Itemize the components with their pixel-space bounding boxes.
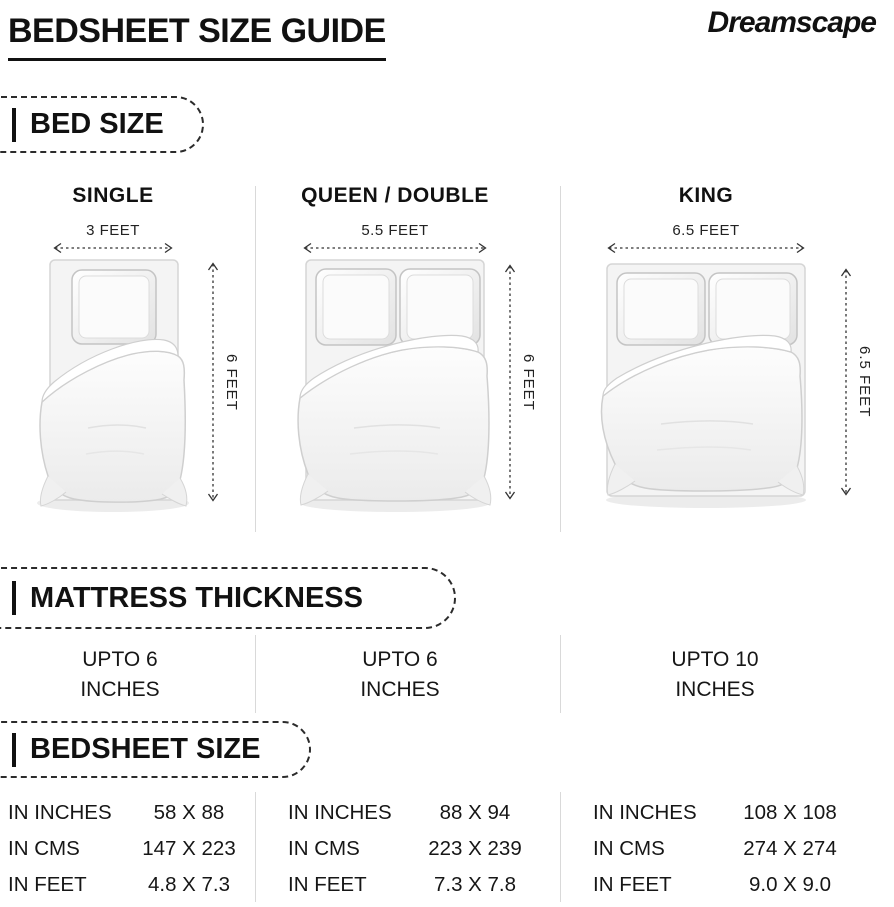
column-divider (560, 635, 561, 713)
row-label: IN FEET (593, 873, 672, 896)
accent-bar (12, 107, 16, 142)
bed-width-label: 3 FEET (86, 222, 140, 239)
height-dimension-single: 6 FEET (206, 256, 240, 508)
table-row: IN FEET 9.0 X 9.0 (593, 867, 865, 903)
width-dimension-arrow (303, 242, 487, 254)
accent-bar (12, 732, 16, 767)
width-dimension-arrow (607, 242, 805, 254)
height-dimension-arrow (504, 264, 516, 500)
column-divider (560, 186, 561, 532)
row-label: IN CMS (288, 837, 360, 860)
row-value: 108 X 108 (743, 801, 837, 824)
table-row: IN CMS 147 X 223 (8, 831, 248, 867)
bed-column-single: SINGLE 3 FEET (28, 184, 198, 514)
bed-column-king: KING 6.5 FEET (595, 184, 817, 510)
row-value: 9.0 X 9.0 (748, 873, 832, 896)
height-dimension-king: 6.5 FEET (839, 262, 873, 502)
bed-height-label: 6 FEET (223, 353, 240, 411)
table-row: IN FEET 4.8 X 7.3 (8, 867, 248, 903)
row-value: 223 X 239 (428, 837, 522, 860)
table-row: IN CMS 274 X 274 (593, 831, 865, 867)
row-label: IN CMS (593, 837, 665, 860)
table-row: IN FEET 7.3 X 7.8 (288, 867, 540, 903)
thickness-value-single: UPTO 6 INCHES (80, 648, 160, 701)
bed-width-label: 6.5 FEET (672, 222, 740, 239)
row-label: IN CMS (8, 837, 80, 860)
row-value: 4.8 X 7.3 (147, 873, 231, 896)
bed-name: QUEEN / DOUBLE (301, 184, 489, 207)
column-divider (255, 186, 256, 532)
queen-bed-illustration (297, 259, 492, 512)
table-row: IN INCHES 108 X 108 (593, 795, 865, 831)
bed-height-label: 6 FEET (520, 353, 537, 411)
section-header-mattress-thickness: MATTRESS THICKNESS (0, 567, 456, 629)
bed-width-label: 5.5 FEET (361, 222, 429, 239)
row-value: 88 X 94 (439, 801, 511, 824)
table-row: IN INCHES 58 X 88 (8, 795, 248, 831)
sheet-size-table-queen: IN INCHES 88 X 94 IN CMS 223 X 239 IN FE… (288, 795, 540, 903)
bed-name: KING (678, 184, 734, 207)
accent-bar (12, 581, 16, 615)
width-dimension-arrow (53, 242, 173, 254)
king-bed-illustration (600, 263, 806, 508)
brand-logo: Dreamscape (707, 6, 877, 39)
height-dimension-arrow (207, 262, 219, 502)
bed-name: SINGLE (72, 184, 154, 207)
section-header-bed-size: BED SIZE (0, 96, 204, 153)
row-label: IN FEET (8, 873, 87, 896)
table-row: IN INCHES 88 X 94 (288, 795, 540, 831)
section-header-bedsheet-size: BEDSHEET SIZE (0, 721, 311, 778)
row-value: 58 X 88 (153, 801, 225, 824)
section-label: BED SIZE (30, 108, 164, 140)
column-divider (255, 635, 256, 713)
sheet-size-table-single: IN INCHES 58 X 88 IN CMS 147 X 223 IN FE… (8, 795, 248, 903)
row-value: 274 X 274 (743, 837, 837, 860)
page-title: BEDSHEET SIZE GUIDE (8, 12, 386, 61)
row-value: 7.3 X 7.8 (433, 873, 517, 896)
sheet-size-table-king: IN INCHES 108 X 108 IN CMS 274 X 274 IN … (593, 795, 865, 903)
thickness-value-queen: UPTO 6 INCHES (360, 648, 440, 701)
row-label: IN FEET (288, 873, 367, 896)
row-label: IN INCHES (593, 801, 697, 824)
row-value: 147 X 223 (142, 837, 236, 860)
section-label: MATTRESS THICKNESS (30, 581, 363, 614)
section-label: BEDSHEET SIZE (30, 733, 261, 765)
table-row: IN CMS 223 X 239 (288, 831, 540, 867)
row-label: IN INCHES (8, 801, 112, 824)
column-divider (560, 792, 561, 902)
bed-height-label: 6.5 FEET (856, 346, 873, 418)
height-dimension-arrow (840, 268, 852, 496)
single-bed-illustration (37, 259, 189, 512)
column-divider (255, 792, 256, 902)
thickness-value-king: UPTO 10 INCHES (671, 648, 759, 701)
row-label: IN INCHES (288, 801, 392, 824)
height-dimension-queen: 6 FEET (503, 258, 537, 506)
bed-column-queen: QUEEN / DOUBLE 5.5 FEET (290, 184, 500, 514)
